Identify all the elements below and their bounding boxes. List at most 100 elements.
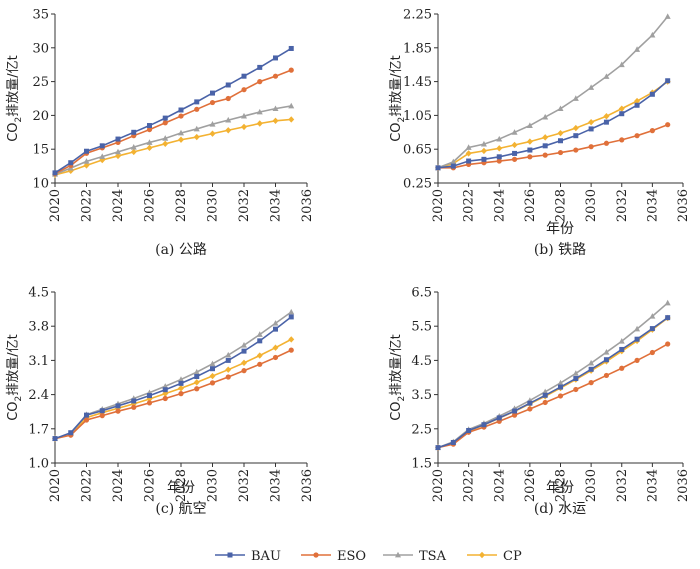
data-point [665,122,671,128]
legend-marker [479,551,485,559]
data-point [619,346,625,352]
legend-item-eso: ESO [301,549,366,564]
x-tick-label: 2024 [492,469,507,502]
data-point [257,338,263,344]
legend-item-tsa: TSA [383,549,447,564]
x-tick-label: 2020 [48,189,63,222]
data-point [146,139,153,145]
data-point [572,370,579,376]
y-tick-label: 1.0 [28,457,49,472]
data-point [115,148,121,155]
series-bau [52,45,294,176]
x-tick-label: 2028 [174,469,189,502]
series-bau [435,315,671,451]
data-point [649,349,655,356]
x-tick-label: 2022 [80,189,95,222]
data-point [83,158,90,164]
data-point [225,374,231,380]
data-point [194,99,200,105]
data-point [193,379,200,386]
data-point [256,108,263,115]
data-point [178,107,184,113]
data-point [603,119,609,125]
data-point [272,73,279,79]
y-tick-label: 1.5 [411,457,432,472]
x-tick-label: 2024 [492,189,507,222]
data-point [481,156,487,162]
data-point [634,133,640,139]
y-tick-label: 10 [32,177,49,192]
series-cp [52,336,295,442]
x-tick-label: 2020 [431,469,446,502]
data-point [512,150,518,156]
x-tick-label: 2036 [676,469,691,502]
y-axis-label: CO2排放量/亿t [6,55,24,142]
x-tick-label: 2032 [615,189,630,222]
data-point [634,102,640,108]
y-tick-label: 0.65 [403,143,432,158]
data-point [557,105,564,112]
data-point [557,149,564,156]
data-point [288,67,294,73]
data-point [115,403,121,409]
series-line [54,349,292,440]
data-point [557,379,564,386]
data-point [99,143,105,149]
data-point [649,128,655,134]
data-point [115,408,121,414]
data-point [209,120,216,127]
data-point [130,148,137,156]
series-bau [435,78,671,171]
series-eso [435,341,671,451]
y-tick-label: 0.25 [403,177,432,192]
data-point [273,55,278,61]
data-point [209,130,216,137]
data-point [496,145,503,152]
data-point [634,357,640,363]
data-point [256,352,263,359]
series-line [437,316,669,449]
data-point [542,113,549,120]
x-tick-label: 2026 [523,469,538,502]
x-tick-label: 2030 [584,189,599,222]
data-point [603,357,609,363]
data-point [241,342,247,348]
x-tick-label: 2022 [80,469,95,502]
x-tick-label: 2036 [300,189,315,222]
y-tick-label: 3.5 [411,388,432,403]
legend-marker [395,551,401,558]
data-point [225,357,231,363]
x-tick-label: 2028 [174,189,189,222]
y-tick-label: 3.1 [28,354,49,369]
data-point [52,170,58,176]
data-point [68,430,74,436]
data-point [83,417,90,423]
x-tick-label: 2032 [615,469,630,502]
x-tick-label: 2030 [206,189,221,222]
series-line [437,302,669,449]
data-point [526,122,533,128]
data-point [178,385,184,392]
y-axis-label: CO2排放量/亿t [389,334,407,421]
x-axis-label: 年份 [167,480,195,496]
data-point [649,91,655,97]
data-point [178,391,184,397]
data-point [664,299,671,306]
data-point [511,412,518,418]
data-point [273,326,278,332]
data-point [241,87,247,93]
legend-item-cp: CP [467,549,522,564]
data-point [225,127,232,134]
data-point [496,158,502,164]
data-point [542,134,549,141]
data-point [665,341,671,347]
x-tick-label: 2030 [584,469,599,502]
data-point [272,344,279,351]
data-point [649,31,656,38]
data-point [558,138,563,144]
data-point [649,326,655,332]
data-point [481,422,487,428]
panel-caption: (a) 公路 [155,242,207,258]
x-tick-label: 2034 [269,469,284,502]
data-point [162,140,169,147]
